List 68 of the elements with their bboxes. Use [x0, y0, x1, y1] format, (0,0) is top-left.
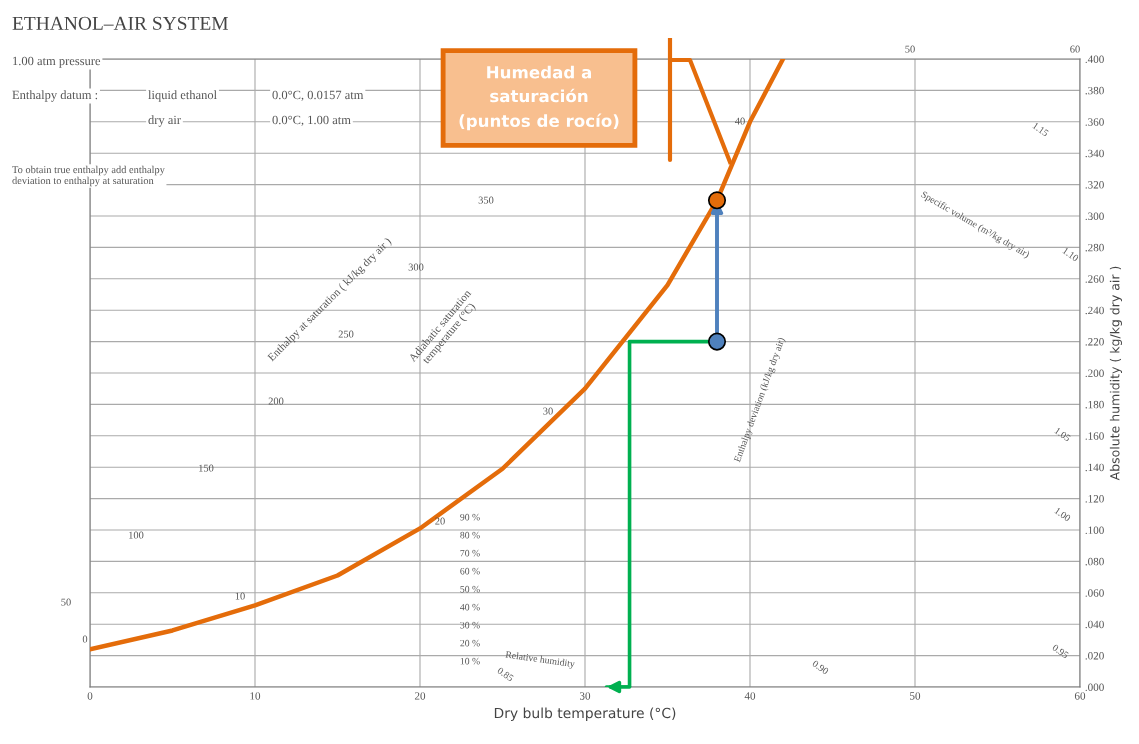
- text: 50: [61, 598, 71, 606]
- annotation: liquid ethanol: [148, 90, 217, 102]
- annotation: 0.90: [811, 659, 830, 675]
- y-tick-label: .240: [1085, 306, 1104, 315]
- annotation: 20 %: [460, 639, 480, 647]
- x-axis-title: Dry bulb temperature (°C): [494, 707, 676, 721]
- annotation: 60 %: [460, 567, 480, 575]
- y-tick-label: .360: [1085, 118, 1104, 126]
- chart-title: ETHANOL–AIR SYSTEM: [12, 16, 229, 30]
- y-tick-label: .160: [1085, 432, 1104, 440]
- y-tick-label: .260: [1085, 275, 1104, 283]
- annotation: 300: [408, 263, 424, 271]
- y-tick-label: .080: [1085, 557, 1104, 566]
- x-tick-label: 60: [1074, 692, 1086, 700]
- annotation: 20: [435, 517, 445, 525]
- y-tick-label: .120: [1085, 495, 1104, 503]
- annotation: 40 %: [460, 603, 480, 611]
- annotation: 30: [543, 407, 553, 415]
- x-tick-label: 20: [414, 692, 426, 700]
- annotation: Enthalpy datum :: [12, 90, 98, 102]
- annotation: 0.0°C, 1.00 atm: [272, 115, 351, 126]
- x-tick-label: 10: [250, 692, 261, 700]
- annotation: 1.00 atm pressure: [13, 56, 101, 68]
- x-tick-label: 40: [744, 692, 756, 700]
- x-tick-label: 50: [910, 692, 921, 700]
- annotation: To obtain true enthalpy add enthalpy deviation to enthalpy at saturation: [12, 165, 165, 187]
- annotation: 200: [268, 397, 284, 405]
- annotation: 90 %: [460, 513, 480, 521]
- y-tick-label: .220: [1085, 338, 1104, 346]
- annotation: 0.0°C, 0.0157 atm: [272, 90, 364, 101]
- text: 0: [82, 635, 88, 643]
- y-tick-label: .200: [1085, 369, 1104, 378]
- annotation: 10 %: [460, 657, 480, 665]
- annotation: 80 %: [460, 531, 480, 539]
- y-tick-label: .020: [1085, 652, 1104, 660]
- y-tick-label: .320: [1085, 181, 1104, 189]
- annotation: 350: [478, 196, 494, 204]
- annotation: 1.00: [1054, 507, 1072, 522]
- annotation: 100: [129, 531, 144, 539]
- annotation: 1.15: [1032, 122, 1049, 137]
- annotation: 0.95: [1051, 643, 1070, 659]
- y-tick-label: .340: [1085, 149, 1104, 158]
- y-tick-label: .380: [1085, 86, 1104, 95]
- y-tick-label: .400: [1085, 55, 1104, 64]
- y-tick-label: .000: [1085, 683, 1104, 692]
- annotation: 250: [338, 330, 354, 338]
- annotation: 1.05: [1054, 427, 1072, 442]
- text: 50: [905, 45, 915, 53]
- annotation: Humedad a saturación (puntos de rocío): [459, 65, 619, 131]
- annotation: 50 %: [460, 585, 480, 593]
- annotation: 70 %: [460, 549, 480, 557]
- x-tick-label: 30: [579, 692, 591, 700]
- y-tick-label: .040: [1085, 620, 1104, 629]
- text: 60: [1070, 45, 1080, 53]
- x-tick-label: 0: [87, 692, 93, 700]
- y-tick-label: .140: [1085, 463, 1104, 472]
- y-axis-title: Absolute humidity ( kg/kg dry air ): [1109, 266, 1122, 481]
- annotation: 10: [235, 592, 245, 600]
- y-tick-label: .300: [1085, 212, 1104, 221]
- annotation: dry air: [148, 115, 181, 127]
- annotation: 150: [199, 464, 214, 472]
- y-tick-label: .100: [1085, 526, 1104, 535]
- annotation: 40: [735, 117, 745, 125]
- y-tick-label: .180: [1085, 400, 1104, 409]
- y-tick-label: .060: [1085, 589, 1104, 597]
- y-tick-label: .280: [1085, 243, 1104, 252]
- annotation: 1.10: [1062, 247, 1080, 262]
- annotation: 30 %: [460, 621, 480, 629]
